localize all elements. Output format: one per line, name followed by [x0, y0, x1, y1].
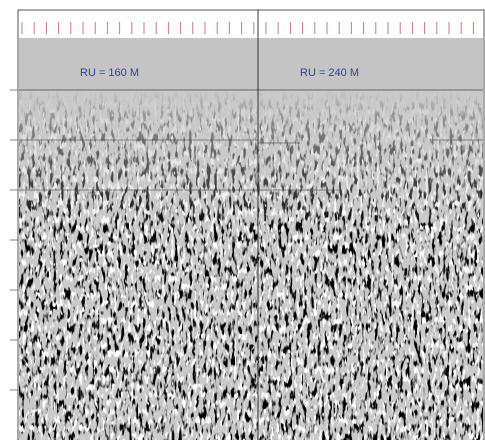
seismic-traces: [19, 90, 483, 440]
top-ticks: [21, 22, 474, 34]
light-wiggles: [19, 90, 483, 440]
left-ticks: [10, 89, 18, 391]
panel-label: RU = 160 M: [80, 67, 139, 79]
panel-label: RU = 240 M: [300, 67, 359, 79]
label-band: [19, 38, 483, 90]
